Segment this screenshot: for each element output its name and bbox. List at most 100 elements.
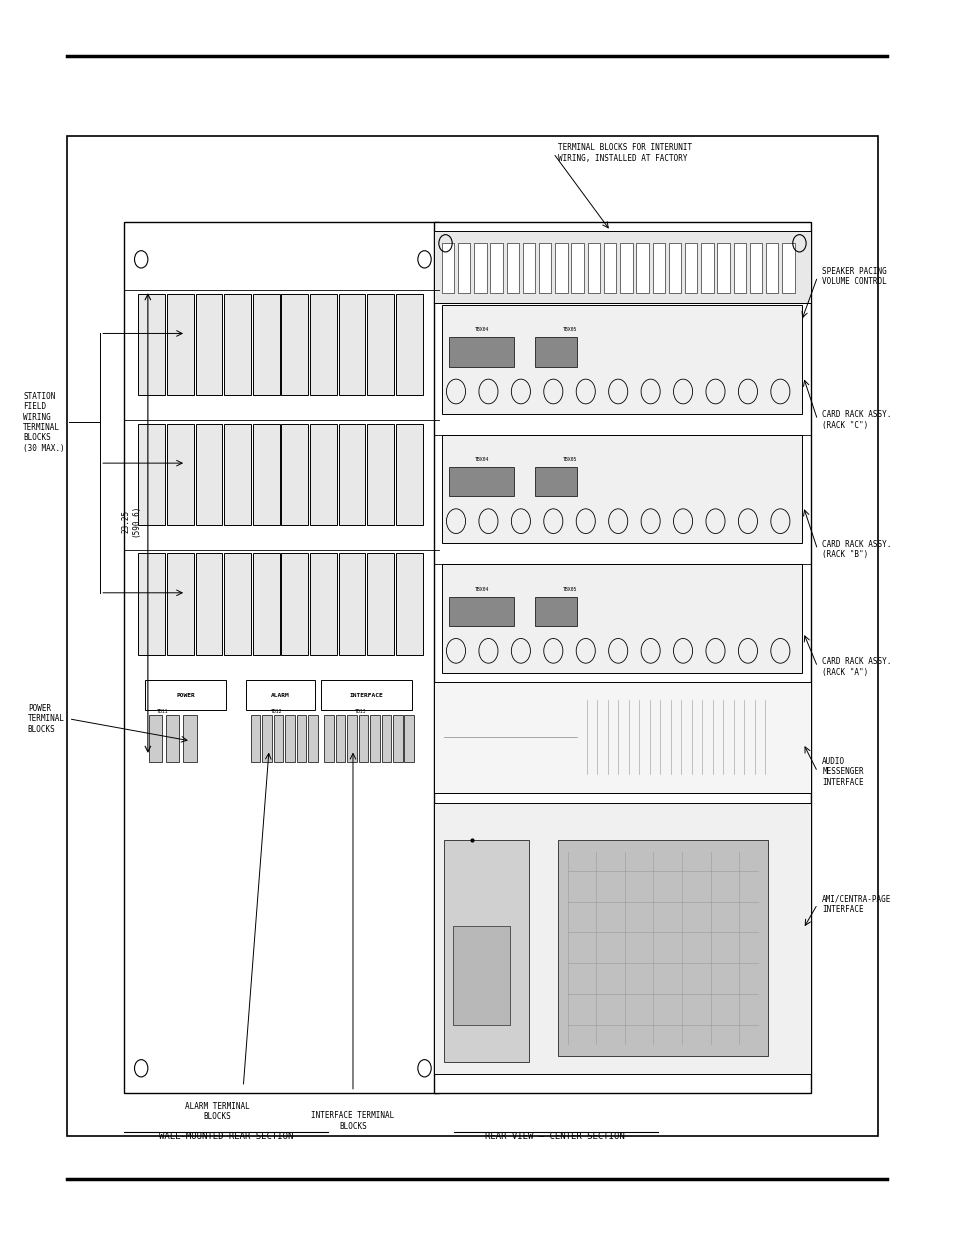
Bar xyxy=(393,715,402,762)
Text: INTERFACE: INTERFACE xyxy=(350,693,383,698)
Bar xyxy=(253,424,279,525)
Text: TERMINAL BLOCKS FOR INTERUNIT
WIRING, INSTALLED AT FACTORY: TERMINAL BLOCKS FOR INTERUNIT WIRING, IN… xyxy=(558,143,692,163)
Text: SPEAKER PACING
VOLUME CONTROL: SPEAKER PACING VOLUME CONTROL xyxy=(821,267,886,287)
Bar xyxy=(474,243,486,293)
Bar xyxy=(347,715,356,762)
Bar xyxy=(603,243,616,293)
Text: TBX05: TBX05 xyxy=(562,587,578,592)
Bar xyxy=(338,424,365,525)
Text: AUDIO
MESSENGER
INTERFACE: AUDIO MESSENGER INTERFACE xyxy=(821,757,863,787)
Bar xyxy=(321,680,412,710)
Bar xyxy=(619,243,632,293)
Bar xyxy=(195,553,222,655)
Text: TBX05: TBX05 xyxy=(562,327,578,332)
Bar xyxy=(538,243,551,293)
Bar xyxy=(490,243,502,293)
Bar xyxy=(558,840,767,1056)
Bar xyxy=(167,424,193,525)
Bar xyxy=(335,715,345,762)
Text: ALARM: ALARM xyxy=(271,693,290,698)
Bar xyxy=(367,424,394,525)
Bar xyxy=(453,926,510,1025)
Bar xyxy=(251,715,260,762)
Text: POWER: POWER xyxy=(176,693,194,698)
Text: TBX04: TBX04 xyxy=(474,587,489,592)
Bar xyxy=(555,243,567,293)
Bar xyxy=(395,553,422,655)
Text: 23.25
(590.6): 23.25 (590.6) xyxy=(121,505,140,537)
Bar xyxy=(138,424,165,525)
Bar xyxy=(166,715,179,762)
Bar xyxy=(449,337,514,367)
Text: INTERFACE TERMINAL
BLOCKS: INTERFACE TERMINAL BLOCKS xyxy=(311,1112,395,1131)
Bar xyxy=(138,294,165,395)
Text: TB13: TB13 xyxy=(355,709,366,714)
Bar xyxy=(195,294,222,395)
Bar xyxy=(395,294,422,395)
Bar xyxy=(700,243,713,293)
Bar xyxy=(443,840,529,1062)
Text: POWER
TERMINAL
BLOCKS: POWER TERMINAL BLOCKS xyxy=(28,704,65,734)
Bar xyxy=(749,243,761,293)
Bar xyxy=(717,243,729,293)
Text: WALL-MOUNTED REAR SECTION: WALL-MOUNTED REAR SECTION xyxy=(159,1132,293,1141)
Bar xyxy=(183,715,196,762)
Bar xyxy=(668,243,680,293)
Bar xyxy=(262,715,272,762)
Bar xyxy=(195,424,222,525)
Bar xyxy=(296,715,306,762)
Bar xyxy=(381,715,391,762)
Bar xyxy=(310,424,336,525)
Text: TB12: TB12 xyxy=(271,709,282,714)
Bar xyxy=(535,597,577,626)
Bar xyxy=(522,243,535,293)
Text: TBX04: TBX04 xyxy=(474,457,489,462)
Bar xyxy=(535,337,577,367)
Bar xyxy=(253,294,279,395)
Bar xyxy=(281,553,308,655)
Bar xyxy=(441,564,801,673)
Bar xyxy=(124,222,438,1093)
Bar xyxy=(449,597,514,626)
Bar xyxy=(404,715,414,762)
Text: TB11: TB11 xyxy=(156,709,168,714)
Bar xyxy=(449,467,514,496)
Bar xyxy=(224,553,251,655)
Bar xyxy=(310,553,336,655)
Bar xyxy=(274,715,283,762)
Text: TBX04: TBX04 xyxy=(474,327,489,332)
Text: ALARM TERMINAL
BLOCKS: ALARM TERMINAL BLOCKS xyxy=(185,1102,250,1121)
Bar xyxy=(684,243,697,293)
Bar xyxy=(167,553,193,655)
Bar xyxy=(434,803,810,1074)
Bar xyxy=(441,435,801,543)
Bar xyxy=(224,294,251,395)
Bar xyxy=(285,715,294,762)
Bar xyxy=(434,682,810,793)
Bar xyxy=(395,424,422,525)
Bar xyxy=(781,243,794,293)
Bar xyxy=(338,294,365,395)
Bar xyxy=(370,715,379,762)
Bar xyxy=(310,294,336,395)
Bar xyxy=(246,680,314,710)
Bar xyxy=(434,222,810,1093)
Bar xyxy=(338,553,365,655)
Bar xyxy=(281,294,308,395)
Bar xyxy=(138,553,165,655)
Bar xyxy=(506,243,518,293)
Text: STATION
FIELD
WIRING
TERMINAL
BLOCKS
(30 MAX.): STATION FIELD WIRING TERMINAL BLOCKS (30… xyxy=(23,391,65,453)
Bar xyxy=(167,294,193,395)
Text: CARD RACK ASSY.
(RACK "C"): CARD RACK ASSY. (RACK "C") xyxy=(821,410,891,430)
Bar xyxy=(571,243,583,293)
Bar xyxy=(535,467,577,496)
Text: TBX05: TBX05 xyxy=(562,457,578,462)
Bar xyxy=(67,136,877,1136)
Bar xyxy=(308,715,317,762)
Bar xyxy=(652,243,664,293)
Text: REAR VIEW – CENTER SECTION: REAR VIEW – CENTER SECTION xyxy=(485,1132,624,1141)
Text: CARD RACK ASSY.
(RACK "B"): CARD RACK ASSY. (RACK "B") xyxy=(821,540,891,559)
Bar xyxy=(441,305,801,414)
Bar xyxy=(281,424,308,525)
Bar xyxy=(324,715,334,762)
